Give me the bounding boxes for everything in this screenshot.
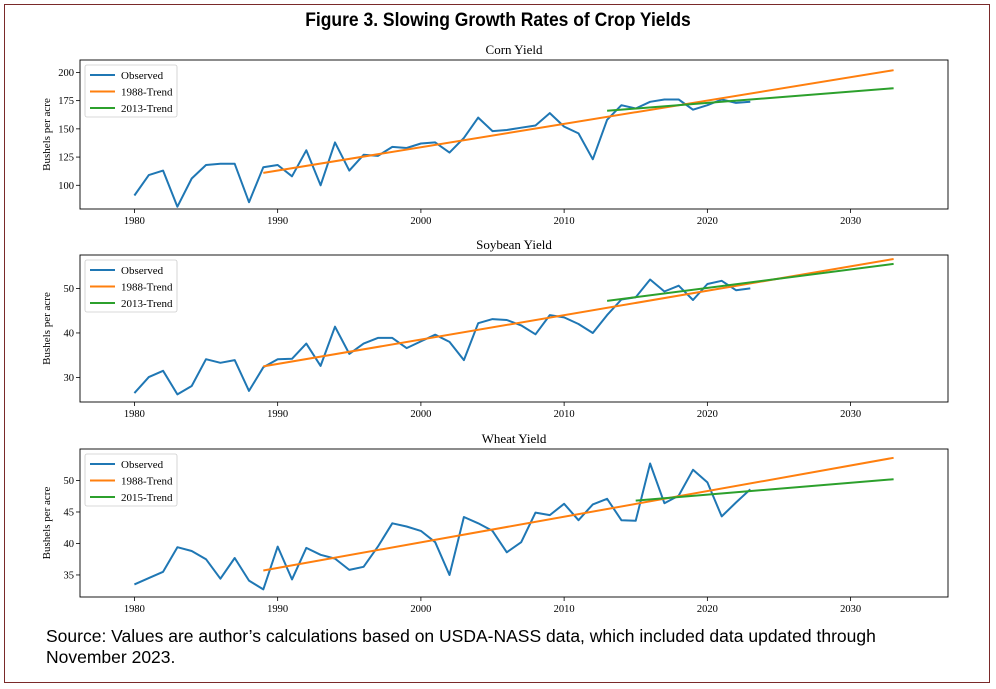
y-tick-label: 40 <box>64 328 75 339</box>
series-line-observed <box>133 98 751 208</box>
x-tick-label: 1990 <box>267 409 288 420</box>
legend-entry: 1988-Trend <box>121 86 173 98</box>
y-tick-label: 50 <box>64 476 75 487</box>
legend-entry: 2013-Trend <box>121 298 173 310</box>
y-axis-label: Bushels per acre <box>41 487 53 560</box>
series-line-observed <box>133 278 751 396</box>
x-tick-label: 2020 <box>697 409 718 420</box>
series-line-observed <box>133 462 751 591</box>
series-line-trend-recent <box>635 478 894 502</box>
y-axis-label: Bushels per acre <box>41 292 53 365</box>
chart-title: Soybean Yield <box>476 237 552 252</box>
x-tick-label: 1980 <box>124 216 145 227</box>
legend-entry: 2015-Trend <box>121 492 173 504</box>
y-tick-label: 40 <box>64 539 75 550</box>
y-tick-label: 30 <box>64 373 75 384</box>
series-line-trend-recent <box>606 262 894 302</box>
legend-box <box>84 259 178 313</box>
chart-panel-2: Soybean Yield 1980 1990 2000 2010 2020 2030 30 4… <box>41 237 949 420</box>
y-tick-label: 150 <box>58 124 74 135</box>
x-tick-label: 2010 <box>554 409 575 420</box>
legend-entry: 2013-Trend <box>121 103 173 115</box>
legend-entry: Observed <box>121 459 164 471</box>
chart-title: Wheat Yield <box>482 431 547 446</box>
series-line-trend-1988 <box>263 456 894 572</box>
x-tick-label: 2030 <box>840 604 861 615</box>
crop-yield-charts: Corn Yield 1980 1990 2000 2010 2020 2030 100 125… <box>41 42 949 615</box>
y-tick-label: 125 <box>58 153 74 164</box>
chart-panel-1: Corn Yield 1980 1990 2000 2010 2020 2030 100 125… <box>41 42 949 227</box>
series-line-trend-1988 <box>263 69 894 174</box>
series-line-trend-recent <box>607 87 894 112</box>
axes-frame <box>79 448 949 598</box>
x-tick-label: 2000 <box>410 216 431 227</box>
legend-entry: Observed <box>121 70 164 82</box>
x-tick-label: 1980 <box>124 604 145 615</box>
figure-frame <box>4 4 990 683</box>
legend-box <box>84 453 178 507</box>
y-tick-label: 35 <box>64 570 75 581</box>
figure-title: Figure 3. Slowing Growth Rates of Crop Y… <box>305 10 691 31</box>
x-tick-label: 1990 <box>267 604 288 615</box>
axes-frame <box>79 59 949 210</box>
legend-entry: Observed <box>121 265 164 277</box>
x-tick-label: 2030 <box>840 216 861 227</box>
legend-entry: 1988-Trend <box>121 475 173 487</box>
y-tick-label: 100 <box>58 181 74 192</box>
legend-entry: 1988-Trend <box>121 281 173 293</box>
y-tick-label: 45 <box>64 507 75 518</box>
y-tick-label: 175 <box>58 96 74 107</box>
chart-panel-3: Wheat Yield 1980 1990 2000 2010 2020 2030 35 40 4… <box>41 431 949 615</box>
x-tick-label: 2000 <box>410 409 431 420</box>
legend-box <box>84 64 178 118</box>
y-axis-label: Bushels per acre <box>41 98 53 171</box>
x-tick-label: 2020 <box>697 216 718 227</box>
y-tick-label: 50 <box>64 284 75 295</box>
x-tick-label: 2010 <box>554 604 575 615</box>
axes-frame <box>79 254 949 403</box>
x-tick-label: 1980 <box>124 409 145 420</box>
x-tick-label: 2030 <box>840 409 861 420</box>
x-tick-label: 2000 <box>410 604 431 615</box>
y-tick-label: 200 <box>58 68 74 79</box>
chart-title: Corn Yield <box>486 42 543 57</box>
x-tick-label: 2010 <box>554 216 575 227</box>
source-note: Source: Values are author’s calculations… <box>46 626 876 667</box>
x-tick-label: 2020 <box>697 604 718 615</box>
x-tick-label: 1990 <box>267 216 288 227</box>
